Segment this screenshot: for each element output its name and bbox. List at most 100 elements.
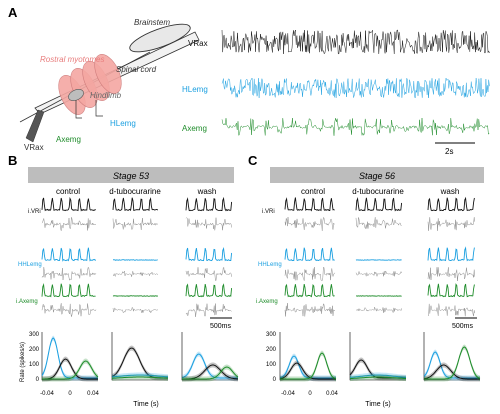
b-env-ax-2: [185, 283, 233, 298]
c-env-hl-1: [355, 259, 402, 261]
label-brainstem: Brainstem: [134, 18, 170, 27]
c-env-ax-1: [356, 295, 402, 297]
panel-label-c: C: [248, 153, 258, 168]
c-rate-dtc-band-2: [350, 374, 406, 382]
c-rate-control-band-1: [280, 360, 336, 382]
label-vrax: VRax: [24, 143, 44, 152]
c-rate-dtc-band-0: [350, 357, 406, 381]
c-rate-control-axes: [279, 332, 336, 381]
tadpole-schematic: [19, 23, 200, 143]
c-env-ax-2: [427, 283, 475, 298]
c-rate-wash-band-2: [424, 344, 480, 382]
traces-c: [284, 196, 476, 317]
stage53-ytick-100: 100: [29, 362, 40, 368]
c-rate-control-line-2: [280, 352, 337, 380]
b-rate-control-band-1: [42, 356, 98, 382]
panel-label-b: B: [8, 153, 17, 168]
b-env-vr-2: [185, 196, 233, 212]
c-raw-ax-2: [427, 303, 476, 317]
stage53-ytick-0: 0: [36, 377, 40, 383]
b-raw-vr-1: [112, 217, 159, 231]
c-rate-dtc-axes: [349, 332, 406, 381]
stage56-ytick-0: 0: [273, 377, 277, 383]
c-rate-wash-axes: [423, 332, 480, 381]
trace-hlemg: [221, 77, 490, 99]
stage53-xtick-2: 0: [68, 391, 72, 397]
c-rate-wash-line-0: [423, 351, 480, 379]
b-env-vr-0: [41, 196, 96, 212]
c-env-ax-0: [284, 283, 335, 298]
stage56-cond-wash: wash: [440, 187, 460, 196]
trace-label-axemg: Axemg: [182, 124, 207, 133]
b-rate-wash-band-1: [182, 362, 238, 382]
b-rate-control-band-2: [42, 358, 98, 382]
stage53-xtick-1: -0.04: [40, 391, 54, 397]
b-rate-dtc-line-2: [111, 376, 169, 379]
stage53-ytick-300: 300: [29, 332, 40, 338]
b-env-ax-0: [41, 283, 96, 298]
panel-label-a: A: [8, 5, 18, 20]
stage53-row-hl: HHLemg: [18, 262, 42, 268]
c-raw-vr-1: [355, 217, 402, 230]
stage53-cond-control: control: [56, 187, 80, 196]
stage56-row-hl: HHLemg: [258, 262, 282, 268]
b-env-hl-1: [112, 259, 158, 261]
c-rate-control-band-2: [280, 350, 336, 382]
b-raw-hl-2: [185, 266, 232, 281]
c-rate-control-line-1: [279, 362, 336, 380]
stage53-xtick-3: 0.04: [87, 391, 99, 397]
c-env-vr-0: [284, 197, 335, 212]
stage53-banner: [28, 167, 234, 183]
b-env-ax-1: [112, 295, 159, 297]
stage56-xlabel: Time (s): [365, 401, 390, 408]
b-rate-wash-axes: [181, 332, 238, 381]
traces-a: [221, 29, 490, 137]
b-raw-vr-2: [185, 217, 232, 231]
b-rate-wash-line-0: [181, 353, 238, 379]
c-raw-vr-2: [427, 217, 476, 231]
trace-vrax: [221, 29, 490, 55]
plots-b: [41, 332, 239, 382]
b-env-hl-2: [185, 246, 233, 262]
stage56-banner: [270, 167, 484, 183]
b-env-vr-1: [112, 197, 159, 212]
c-raw-hl-2: [427, 267, 476, 282]
stage56-row-vr: i.VRi: [262, 209, 275, 215]
stage53-row-ax: i.Axemg: [16, 299, 38, 305]
plots-c: [279, 332, 481, 382]
c-env-vr-2: [427, 196, 475, 212]
c-raw-hl-1: [355, 270, 402, 277]
trace-label-vrax: VRax: [188, 39, 208, 48]
stage56-ytick-100: 100: [266, 362, 277, 368]
b-rate-control-line-2: [42, 360, 99, 380]
b-raw-vr-0: [41, 217, 97, 231]
stage53-title: Stage 53: [113, 171, 149, 181]
trace-label-hlemg: HLemg: [182, 85, 208, 94]
b-rate-dtc-line-1: [111, 374, 169, 378]
b-rate-control-band-0: [42, 335, 98, 381]
stage56-title: Stage 56: [359, 171, 395, 181]
c-env-hl-0: [284, 247, 335, 262]
trace-axemg: [221, 117, 490, 137]
b-rate-control-line-1: [42, 358, 98, 380]
b-raw-ax-2: [185, 303, 232, 317]
label-hindlimb: Hindlimb: [90, 91, 122, 100]
c-raw-ax-0: [284, 303, 336, 317]
stage53-ytick-200: 200: [29, 347, 40, 353]
b-rate-control-axes: [41, 332, 98, 381]
stage56-ytick-200: 200: [266, 347, 277, 353]
b-raw-ax-0: [41, 303, 97, 317]
stage53-row-vr: i.VRi: [28, 209, 41, 215]
stage53-xlabel: Time (s): [133, 401, 158, 408]
c-rate-dtc-line-1: [349, 374, 407, 378]
scale-label-b: 500ms: [210, 323, 232, 330]
stage56-cond-dtc: d-tubocurarine: [352, 187, 404, 196]
c-env-vr-1: [355, 197, 403, 212]
traces-b: [41, 196, 233, 317]
scale-label-c: 500ms: [452, 323, 474, 330]
stage56-cond-control: control: [301, 187, 325, 196]
c-raw-hl-0: [284, 266, 336, 281]
c-rate-wash-line-1: [423, 364, 480, 380]
stage56-row-ax: i.Axemg: [256, 299, 278, 305]
